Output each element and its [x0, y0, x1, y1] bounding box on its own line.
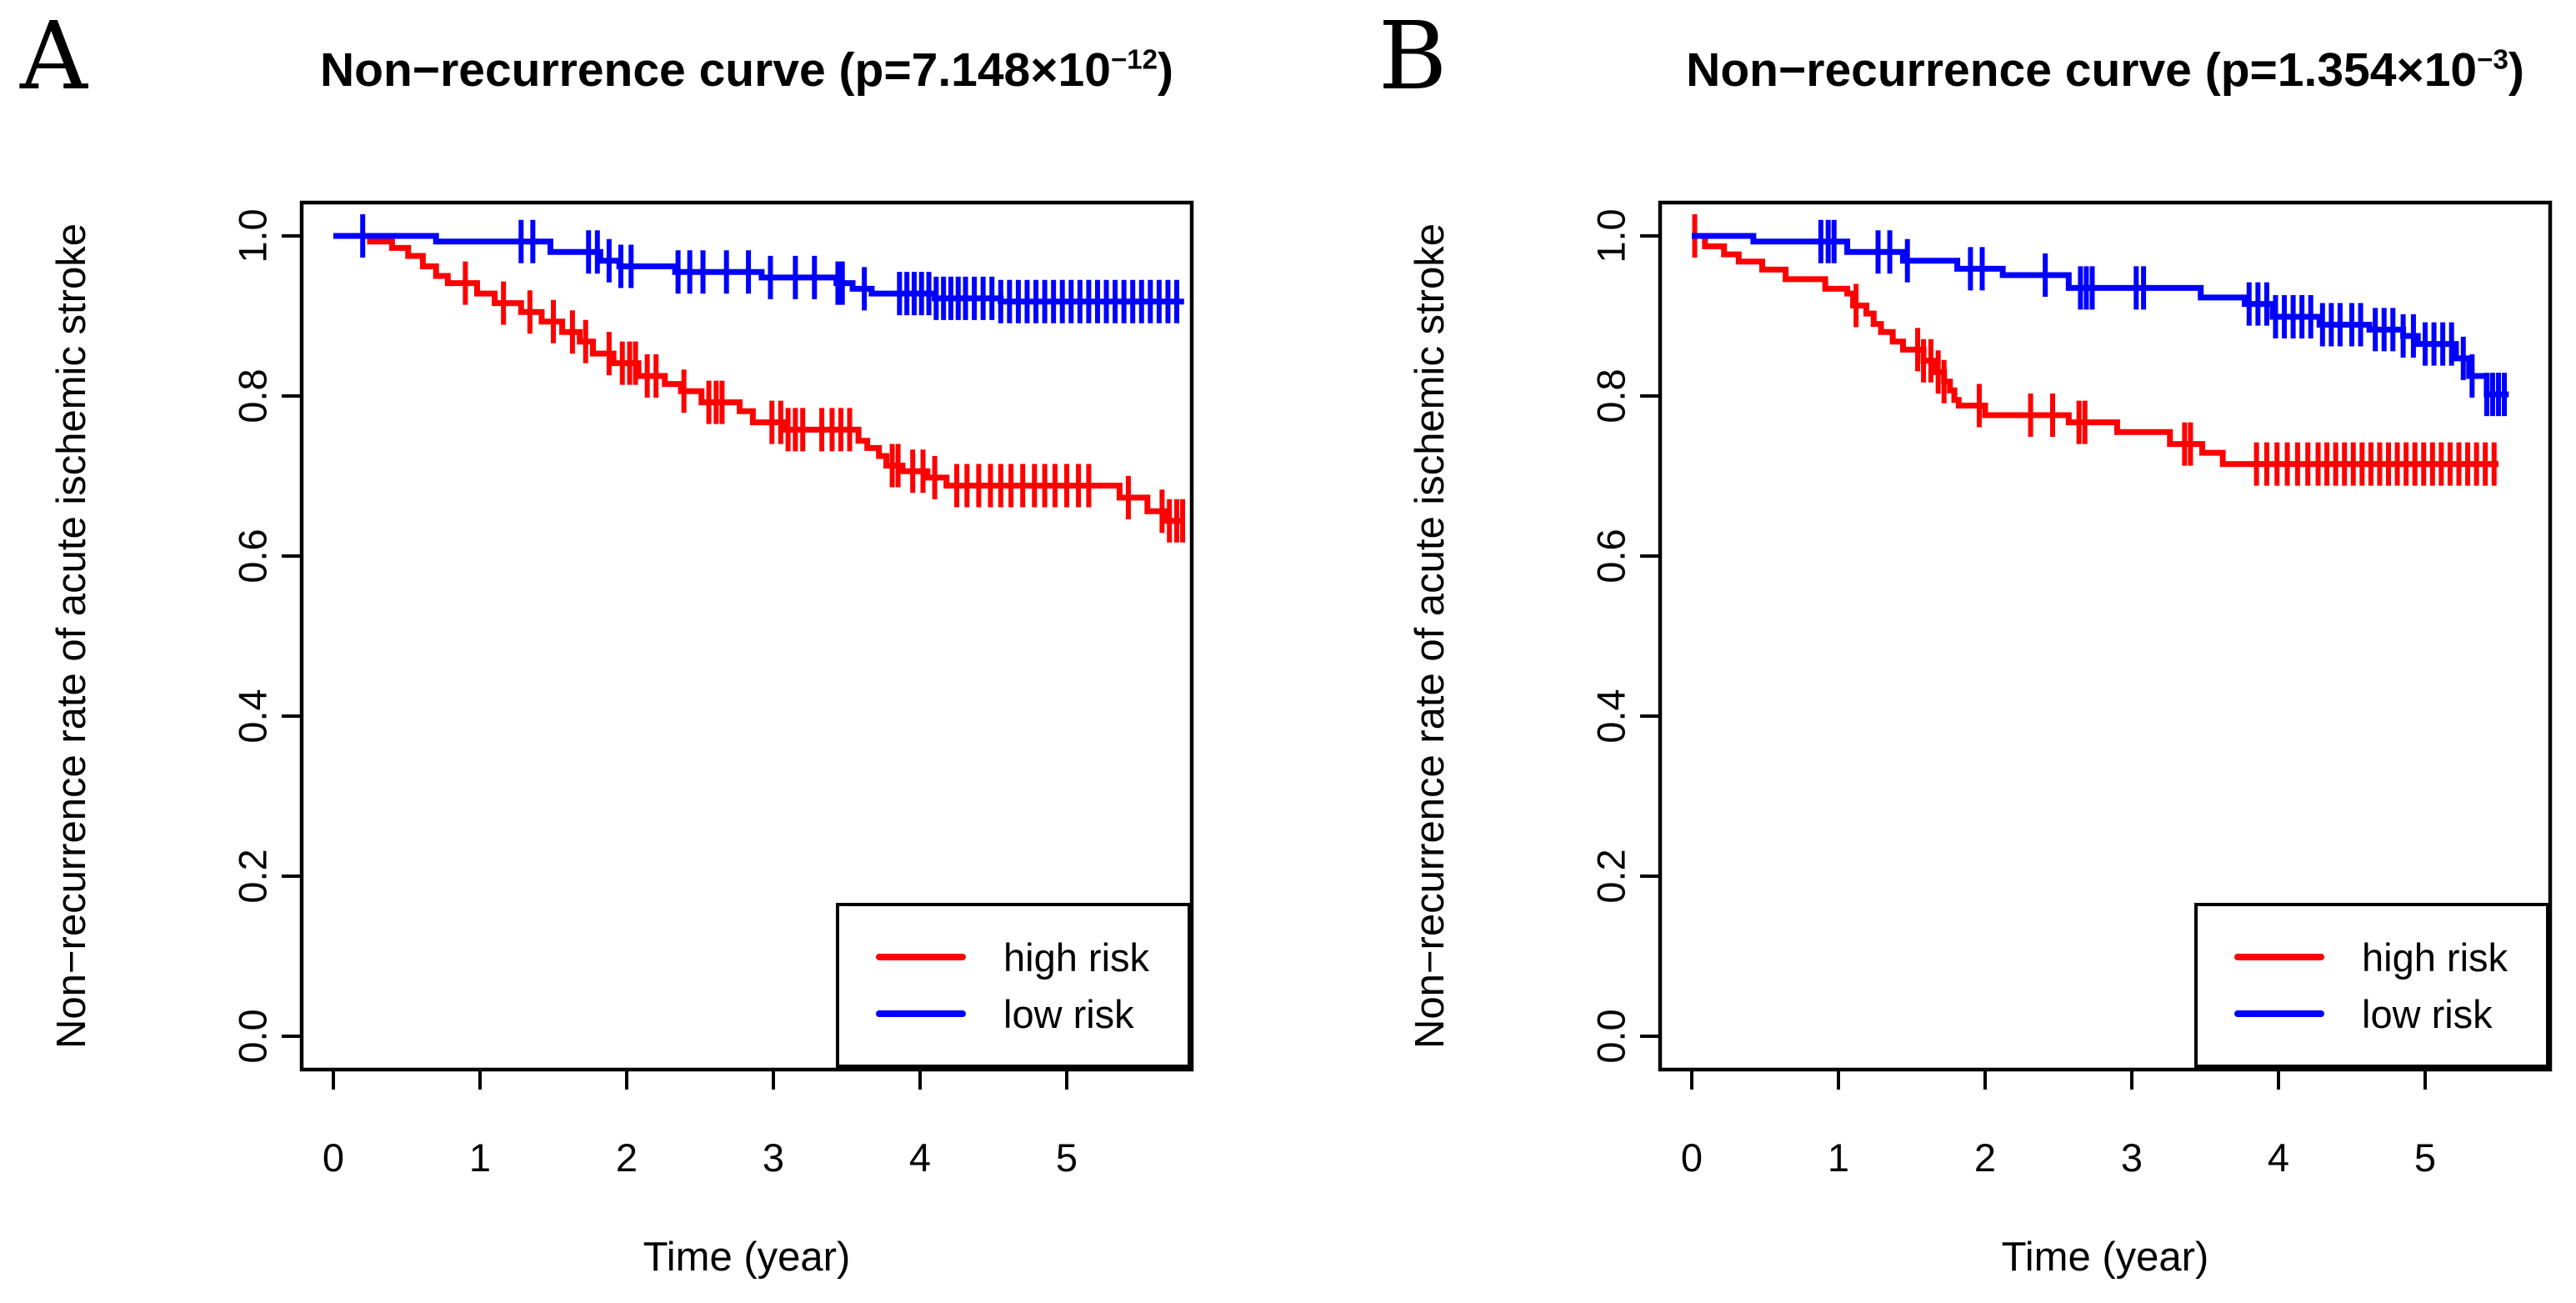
low-risk-line-sample	[2234, 1010, 2324, 1017]
x-tick-label: 2	[616, 1135, 638, 1180]
y-tick-label: 0.0	[1589, 1009, 1633, 1063]
plot-title-a: Non−recurrence curve (p=7.148×10−12)	[302, 43, 1192, 98]
title-suffix: )	[1158, 43, 1173, 97]
x-tick-label: 5	[2414, 1135, 2436, 1180]
censor-marks-high-risk	[463, 261, 1186, 543]
y-tick-label: 0.0	[231, 1009, 275, 1063]
title-exponent: −3	[2477, 44, 2508, 76]
legend-label-low-risk: low risk	[1003, 991, 1134, 1036]
x-tick-label: 3	[2121, 1135, 2143, 1180]
x-tick-label: 4	[909, 1135, 931, 1180]
y-tick-label: 1.0	[1589, 208, 1633, 263]
series-high-risk	[333, 233, 1186, 543]
high-risk-line-sample	[2234, 954, 2324, 960]
y-axis-title: Non−recurrence rate of acute ischemic st…	[49, 223, 94, 1049]
panel-b: B Non−recurrence curve (p=1.354×10−3) 0 1…	[1358, 0, 2576, 1303]
series-high-risk	[1692, 214, 2498, 486]
plot-border	[1658, 200, 2553, 1072]
x-tick-label: 5	[1056, 1135, 1078, 1180]
y-tick-label: 0.8	[1589, 368, 1633, 423]
low-risk-line-sample	[876, 1010, 966, 1017]
high-risk-line-sample	[876, 954, 966, 960]
y-tick-label: 1.0	[231, 208, 275, 263]
legend-item-low-risk: low risk	[2234, 995, 2546, 1034]
y-tick-label: 0.8	[231, 368, 275, 423]
y-tick-label: 0.4	[1589, 689, 1633, 743]
x-axis: 0 1 2 3 4 5 Time (year)	[1681, 1070, 2436, 1280]
x-tick-label: 2	[1974, 1135, 1996, 1180]
panel-a: A Non−recurrence curve (p=7.148×10−12) 0…	[20, 3, 1194, 1280]
x-axis-title: Time (year)	[2002, 1235, 2209, 1280]
plot-title-b: Non−recurrence curve (p=1.354×10−3)	[1660, 43, 2550, 98]
y-axis: 0.0 0.2 0.4 0.6 0.8 1.0 Non−recurrence rate of…	[1408, 208, 1660, 1064]
censor-marks-low-risk	[1818, 219, 2508, 417]
title-exponent: −12	[1110, 44, 1158, 76]
legend-label-low-risk: low risk	[2362, 991, 2493, 1036]
title-text: Non−recurrence curve (p=1.354×10	[1686, 43, 2478, 97]
legend-item-high-risk: high risk	[876, 938, 1188, 977]
legend-item-high-risk: high risk	[2234, 938, 2546, 977]
survival-plot-panel-b: 0 1 2 3 4 5 Time (year) 0.0 0.2 0.4 0.6 0.8 1.0 Non−r…	[1408, 200, 2553, 1280]
y-tick-label: 0.6	[231, 529, 275, 583]
x-tick-label: 1	[469, 1135, 491, 1180]
series-low-risk	[333, 214, 1184, 323]
panel-label-b: B	[1378, 3, 1448, 111]
legend-label-high-risk: high risk	[1003, 935, 1150, 980]
survival-plot-panel-a: 0 1 2 3 4 5 Time (year) 0.0 0.2 0.4 0.6 0.8 1.0 Non−r…	[49, 200, 1194, 1280]
legend-a: high risk low risk	[836, 903, 1191, 1068]
legend-item-low-risk: low risk	[876, 995, 1188, 1034]
y-axis: 0.0 0.2 0.4 0.6 0.8 1.0 Non−recurrence rate of…	[49, 208, 302, 1064]
y-tick-label: 0.2	[231, 849, 275, 903]
y-tick-label: 0.4	[231, 689, 275, 743]
legend-label-high-risk: high risk	[2362, 935, 2508, 980]
x-axis-title: Time (year)	[643, 1235, 851, 1280]
panel-label-a: A	[20, 3, 88, 111]
censor-marks-low-risk	[360, 214, 1179, 323]
x-tick-label: 1	[1828, 1135, 1849, 1180]
y-tick-label: 0.6	[1589, 529, 1633, 583]
plot-border	[299, 200, 1194, 1072]
x-tick-label: 0	[1681, 1135, 1703, 1180]
title-text: Non−recurrence curve (p=7.148×10	[319, 43, 1111, 97]
x-tick-label: 0	[323, 1135, 344, 1180]
y-tick-label: 0.2	[1589, 849, 1633, 903]
x-tick-label: 3	[763, 1135, 784, 1180]
legend-b: high risk low risk	[2194, 903, 2549, 1068]
series-low-risk	[1692, 219, 2509, 417]
censor-marks-high-risk	[1692, 214, 2497, 486]
curve-high-risk	[1692, 233, 2498, 468]
x-axis: 0 1 2 3 4 5 Time (year)	[323, 1070, 1078, 1280]
x-tick-label: 4	[2268, 1135, 2289, 1180]
title-suffix: )	[2508, 43, 2524, 97]
y-axis-title: Non−recurrence rate of acute ischemic st…	[1408, 223, 1453, 1049]
curve-low-risk	[333, 233, 1184, 305]
